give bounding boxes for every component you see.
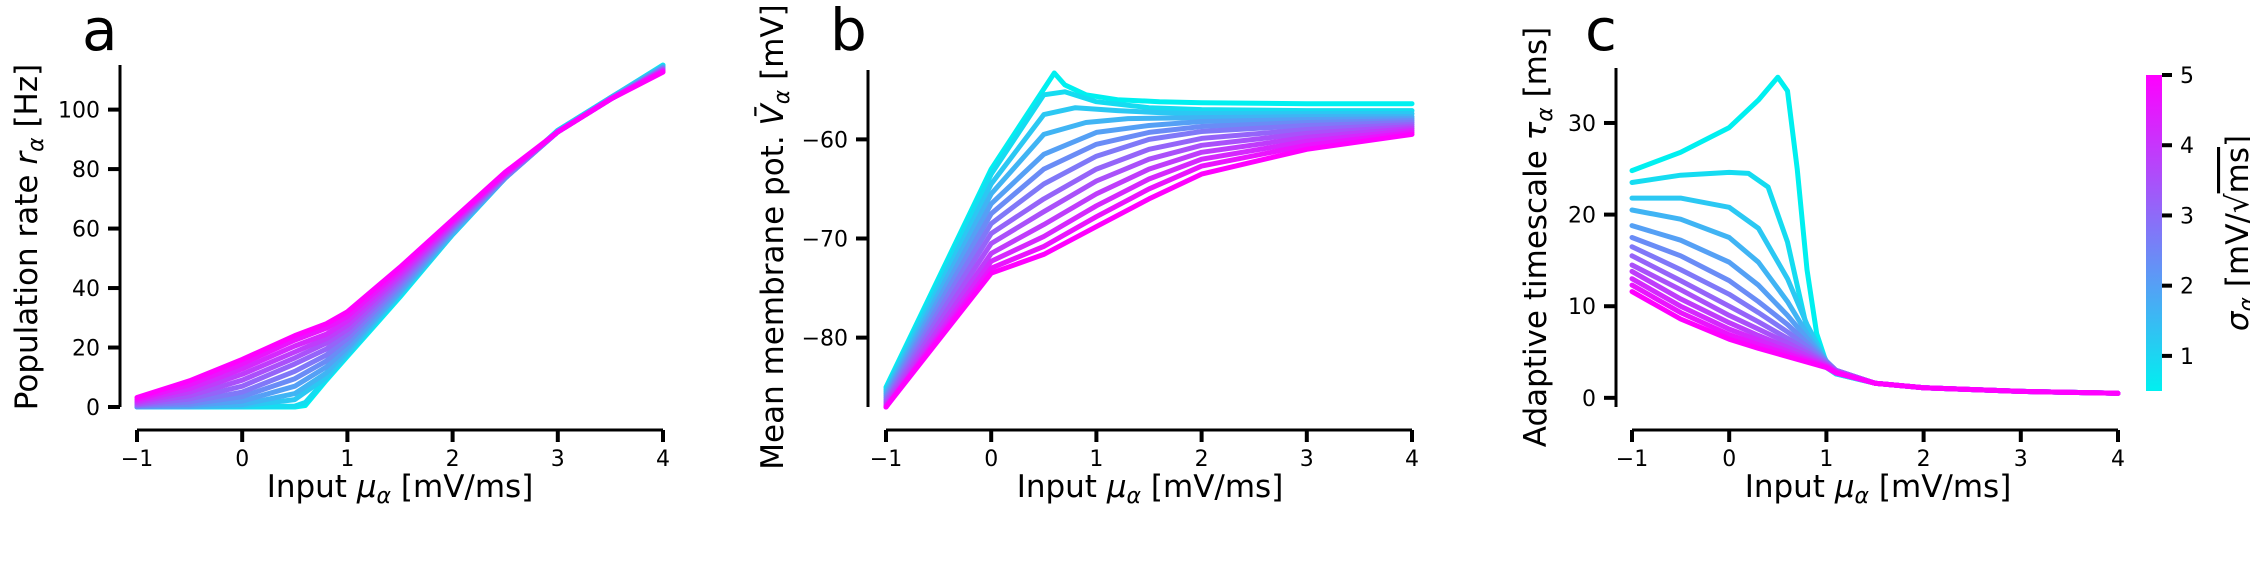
panel-b-series-line [883, 105, 1415, 394]
panel-a-xtick-label: 1 [340, 447, 354, 472]
panel-a-series-line [134, 68, 666, 404]
panel-a-xtick-label: −1 [121, 447, 153, 472]
panel-a-xtick-label: 2 [446, 447, 460, 472]
panel-a-series-line [134, 69, 666, 402]
panel-b-plot: −1 0 1 2 3 4 −80 −70 −60 [802, 70, 1419, 472]
panel-a-ylabel: Population rate rα [Hz] [9, 64, 49, 410]
panel-b-series-line [883, 126, 1415, 408]
panel-b-series-line [883, 114, 1415, 396]
panel-b-series-line [883, 118, 1415, 400]
panel-c-series-line [1629, 268, 2121, 396]
panel-c-xtick-label: −1 [1616, 447, 1648, 472]
panel-c-ytick-label: 0 [1582, 387, 1596, 412]
panel-b-ytick-label: −80 [802, 327, 848, 352]
panel-c-xtick-label: 4 [2111, 447, 2125, 472]
panel-a-series-line [134, 66, 666, 409]
panel-a-ytick-label: 100 [58, 99, 100, 124]
panel-c-xtick-label: 0 [1722, 447, 1736, 472]
panel-a-xlabel: Input μα [mV/ms] [267, 469, 534, 509]
panel-b-series-line [883, 120, 1415, 402]
panel-b-series-line [883, 116, 1415, 398]
panel-a-xtick-label: 0 [235, 447, 249, 472]
panel-letter-b: b [830, 0, 867, 64]
panel-c-ylabel: Adaptive timescale τα [ms] [1518, 27, 1558, 447]
colorbar-ticks: 1 2 3 4 5 [2162, 64, 2194, 370]
panel-b-xtick-label: 3 [1300, 447, 1314, 472]
colorbar-tick-label: 1 [2180, 345, 2194, 370]
panel-b-ytick-label: −70 [802, 228, 848, 253]
panel-c-ytick-label: 20 [1568, 204, 1596, 229]
panel-b-xtick-label: 1 [1089, 447, 1103, 472]
panel-a-series-line [134, 67, 666, 405]
panel-a-xtick-label: 4 [656, 447, 670, 472]
panel-a-ytick-label: 80 [72, 158, 100, 183]
panel-b-series-line [883, 70, 1415, 390]
panel-c-series-line [1629, 74, 2121, 396]
panel-b-xtick-label: 4 [1405, 447, 1419, 472]
colorbar-tick-label: 3 [2180, 204, 2194, 229]
panel-c-ytick-label: 30 [1568, 112, 1596, 137]
panel-b-series-line [883, 129, 1415, 410]
panel-b-xtick-label: 2 [1195, 447, 1209, 472]
panel-b-ytick-label: −60 [802, 128, 848, 153]
panel-a-series-line [134, 65, 666, 409]
panel-a-series-line [134, 67, 666, 407]
panel-b-ylabel: Mean membrane pot. V̄α [mV] [754, 4, 795, 469]
panel-b-series-line [883, 128, 1415, 410]
panel-b-xtick-label: 0 [984, 447, 998, 472]
panel-c-xtick-label: 1 [1819, 447, 1833, 472]
panel-b-series-line [883, 89, 1415, 392]
colorbar-tick-label: 5 [2180, 64, 2194, 89]
panel-b-xtick-label: −1 [870, 447, 902, 472]
colorbar-tick-label: 4 [2180, 134, 2194, 159]
panel-b-xlabel: Input μα [mV/ms] [1017, 469, 1284, 509]
panel-c-series-line [1629, 289, 2121, 396]
panel-a-ytick-label: 20 [72, 337, 100, 362]
panel-b-series-line [883, 122, 1415, 404]
panel-c-xtick-label: 2 [1917, 447, 1931, 472]
panel-c-xtick-label: 3 [2014, 447, 2028, 472]
colorbar-tick-label: 2 [2180, 275, 2194, 300]
colorbar: 1 2 3 4 5 σα [mV/√ms] [2146, 64, 2250, 391]
panel-a-ytick-label: 0 [86, 396, 100, 421]
panel-b-series-line [883, 131, 1415, 410]
panel-b-series-line [883, 124, 1415, 406]
colorbar-gradient [2146, 75, 2162, 391]
colorbar-label: σα [mV/√ms] [2220, 135, 2250, 331]
panel-letter-a: a [82, 0, 118, 64]
panel-a-xtick-label: 3 [551, 447, 565, 472]
panel-a-series-line [134, 69, 666, 400]
panel-a-series-line [134, 66, 666, 408]
panel-a-ytick-label: 60 [72, 218, 100, 243]
panel-c-ytick-label: 10 [1568, 295, 1596, 320]
panel-letter-c: c [1585, 0, 1617, 64]
panel-a-ytick-label: 40 [72, 277, 100, 302]
panel-c-plot: −1 0 1 2 3 4 0 10 20 30 [1568, 68, 2125, 472]
panel-c-xlabel: Input μα [mV/ms] [1745, 469, 2012, 509]
